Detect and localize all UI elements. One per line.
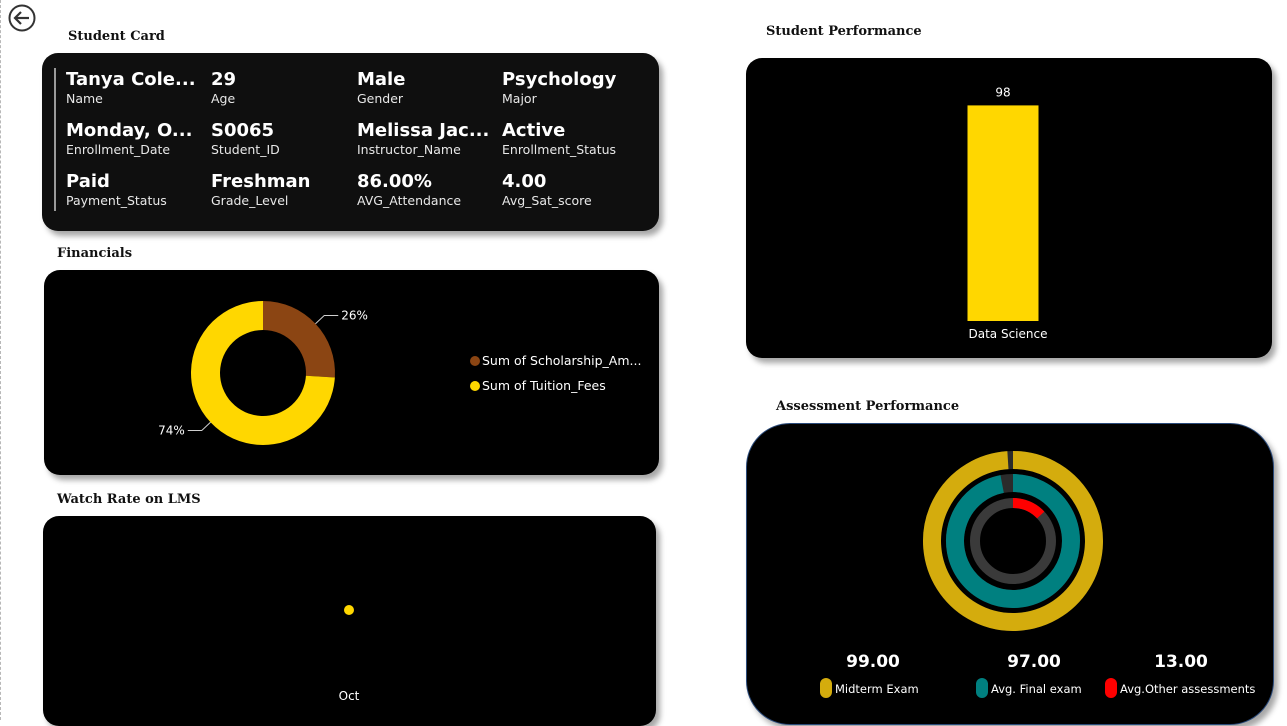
donut-leader-line xyxy=(315,314,339,325)
canvas-edge xyxy=(0,0,1,720)
donut-data-label-scholarship: 26% xyxy=(341,308,368,322)
card-field-gender: Male Gender xyxy=(357,69,497,107)
donut-data-label-tuition: 74% xyxy=(158,424,185,438)
student-performance-title: Student Performance xyxy=(760,21,928,43)
financials-panel: 26% 74% Sum of Scholarship_Am... Sum of … xyxy=(44,270,659,475)
field-value: Tanya Cole... xyxy=(66,69,196,90)
kpi-other-value: 13.00 xyxy=(1154,652,1208,672)
kpi-midterm-value: 99.00 xyxy=(846,652,900,672)
ring-midterm[interactable] xyxy=(923,451,1103,631)
bar-data-label: 98 xyxy=(995,85,1010,99)
field-label: Major xyxy=(502,91,537,106)
card-field-instructor: Melissa Jac... Instructor_Name xyxy=(357,120,497,158)
field-label: Payment_Status xyxy=(66,193,167,208)
field-value: Active xyxy=(502,120,566,141)
student-card-title: Student Card xyxy=(62,26,171,48)
card-field-major: Psychology Major xyxy=(502,69,642,107)
watch-rate-title: Watch Rate on LMS xyxy=(51,489,229,511)
card-field-student-id: S0065 Student_ID xyxy=(211,120,351,158)
legend-label: Avg.Other assessments xyxy=(1120,682,1256,696)
legend-swatch xyxy=(820,678,832,698)
assessment-performance-title: Assessment Performance xyxy=(770,396,966,418)
x-tick-label: Oct xyxy=(339,689,360,703)
legend-swatch xyxy=(976,678,988,698)
field-value: 86.00% xyxy=(357,171,432,192)
donut-slice-tuition[interactable] xyxy=(190,301,335,445)
field-label: Enrollment_Date xyxy=(66,142,171,157)
field-value: Paid xyxy=(66,171,110,192)
field-value: Freshman xyxy=(211,171,311,192)
field-label: Age xyxy=(211,91,236,106)
ring-final[interactable] xyxy=(946,474,1080,608)
x-tick-label: Data Science xyxy=(969,327,1048,341)
kpi-final-legend[interactable]: Avg. Final exam xyxy=(976,678,1082,698)
field-value: Melissa Jac... xyxy=(357,120,490,141)
kpi-other-legend[interactable]: Avg.Other assessments xyxy=(1105,678,1255,698)
ring-other[interactable] xyxy=(1012,498,1045,519)
legend-dot xyxy=(470,381,480,391)
field-value: Male xyxy=(357,69,406,90)
arrow-left-circle-icon xyxy=(8,4,36,32)
legend-label: Avg. Final exam xyxy=(991,682,1082,696)
field-label: Student_ID xyxy=(211,142,280,157)
card-field-grade-level: Freshman Grade_Level xyxy=(211,171,351,209)
bar-data-science[interactable] xyxy=(967,105,1039,322)
card-field-enrollment-date: Monday, O... Enrollment_Date xyxy=(66,120,206,158)
student-performance-bar-chart[interactable]: 98 Data Science xyxy=(746,58,1272,358)
financials-title: Financials xyxy=(51,243,157,265)
field-label: Grade_Level xyxy=(211,193,289,208)
card-field-sat-score: 4.00 Avg_Sat_score xyxy=(502,171,642,209)
student-card: Tanya Cole... Name 29 Age Male Gender Ps… xyxy=(42,53,659,231)
legend-label: Midterm Exam xyxy=(835,682,919,696)
scatter-point[interactable] xyxy=(344,605,354,615)
field-label: Enrollment_Status xyxy=(502,142,617,157)
assessment-performance-panel: 99.00 97.00 13.00 Midterm Exam Avg. Fina… xyxy=(746,423,1274,725)
field-label: Instructor_Name xyxy=(357,142,461,157)
watch-rate-chart[interactable]: Oct xyxy=(43,516,656,720)
financials-donut-chart[interactable]: 26% 74% xyxy=(44,270,659,475)
kpi-final-value: 97.00 xyxy=(1007,652,1061,672)
legend-item-scholarship[interactable]: Sum of Scholarship_Am... xyxy=(470,353,641,368)
card-field-name: Tanya Cole... Name xyxy=(66,69,206,107)
field-value: Psychology xyxy=(502,69,617,90)
field-label: AVG_Attendance xyxy=(357,193,462,208)
field-label: Gender xyxy=(357,91,404,106)
field-label: Avg_Sat_score xyxy=(502,193,592,208)
legend-dot xyxy=(470,356,480,366)
back-button[interactable] xyxy=(7,3,37,33)
field-value: Monday, O... xyxy=(66,120,193,141)
card-field-age: 29 Age xyxy=(211,69,351,107)
card-field-payment-status: Paid Payment_Status xyxy=(66,171,206,209)
field-value: S0065 xyxy=(211,120,275,141)
donut-slice-scholarship[interactable] xyxy=(263,301,335,378)
field-value: 29 xyxy=(211,69,237,90)
watch-rate-panel: Oct xyxy=(43,516,656,726)
student-performance-panel: 98 Data Science xyxy=(746,58,1272,358)
card-field-attendance: 86.00% AVG_Attendance xyxy=(357,171,497,209)
donut-leader-line xyxy=(187,421,211,432)
kpi-midterm-legend[interactable]: Midterm Exam xyxy=(820,678,919,698)
assessment-rings-chart[interactable] xyxy=(747,424,1273,654)
field-label: Name xyxy=(66,91,103,106)
legend-label: Sum of Tuition_Fees xyxy=(482,378,606,393)
card-field-enrollment-status: Active Enrollment_Status xyxy=(502,120,642,158)
legend-item-tuition[interactable]: Sum of Tuition_Fees xyxy=(470,378,606,393)
legend-label: Sum of Scholarship_Am... xyxy=(482,353,642,368)
field-value: 4.00 xyxy=(502,171,547,192)
legend-swatch xyxy=(1105,678,1117,698)
card-accent-bar xyxy=(54,68,56,211)
